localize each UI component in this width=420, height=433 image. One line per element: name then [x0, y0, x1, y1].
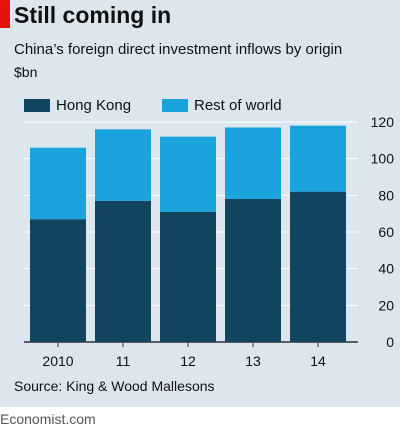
source-note: Source: King & Wood Mallesons [14, 378, 215, 394]
y-tick-label: 80 [378, 187, 394, 203]
stacked-bar-chart: 0 20 40 60 80 100 120 2010 11 12 13 14 [24, 114, 395, 369]
brand-tag [0, 0, 10, 28]
legend-item-hong-kong: Hong Kong [24, 94, 131, 116]
bar-segment-rest-of-world [290, 125, 346, 192]
bar-segment-hong-kong [160, 211, 216, 342]
x-tick-label: 13 [245, 353, 261, 369]
legend-swatch-hong-kong [24, 98, 50, 112]
y-tick-label: 120 [371, 114, 395, 130]
chart-card: Still coming in China’s foreign direct i… [0, 0, 400, 407]
bar-segment-rest-of-world [30, 147, 86, 220]
x-tick-label: 2010 [42, 353, 73, 369]
y-tick-label: 40 [378, 261, 394, 277]
legend-swatch-rest-of-world [162, 98, 188, 112]
y-tick-label: 100 [371, 151, 395, 167]
chart-subtitle: China’s foreign direct investment inflow… [14, 41, 343, 58]
bar-segment-hong-kong [290, 191, 346, 342]
legend-label-hong-kong: Hong Kong [56, 96, 132, 114]
x-tick-label: 11 [116, 353, 131, 369]
bar-segment-rest-of-world [160, 136, 216, 212]
bar-segment-rest-of-world [225, 127, 281, 199]
unit-label: $bn [14, 64, 38, 80]
bar-segment-hong-kong [95, 200, 151, 342]
y-tick-label: 60 [378, 224, 394, 240]
bar-segment-hong-kong [225, 199, 281, 342]
legend-item-rest-of-world: Rest of world [162, 94, 282, 116]
bar-segment-rest-of-world [95, 129, 151, 201]
y-tick-label: 0 [386, 334, 394, 350]
bar-segment-hong-kong [30, 219, 86, 342]
y-tick-label: 20 [378, 297, 394, 313]
publisher-credit: Economist.com [0, 411, 96, 427]
x-tick-label: 14 [310, 353, 326, 369]
chart-title: Still coming in [14, 2, 172, 28]
legend-label-rest-of-world: Rest of world [194, 96, 282, 114]
x-tick-label: 12 [180, 353, 196, 369]
